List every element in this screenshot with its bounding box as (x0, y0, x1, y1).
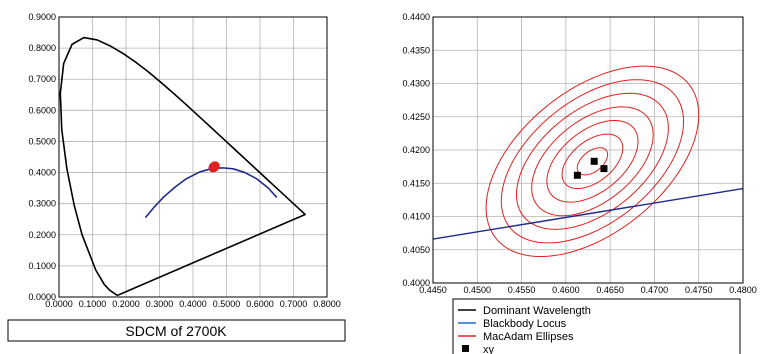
left-x-tick-label: 0.2000 (112, 299, 140, 309)
left-y-tick-label: 0.8000 (28, 43, 56, 53)
right-y-tick-label: 0.4350 (402, 45, 430, 55)
left-x-tick-label: 0.1000 (79, 299, 107, 309)
right-x-tick-label: 0.4550 (508, 285, 536, 295)
macadam-ellipse-6 (500, 79, 685, 244)
left-x-tick-label: 0.5000 (213, 299, 241, 309)
caption-frame (7, 319, 346, 342)
legend-swatch-square (462, 345, 469, 352)
legend-label: Blackbody Locus (483, 318, 567, 330)
macadam-chart: 0.4450 0.4500 0.4550 0.4600 0.4650 0.4700 0.47… (402, 12, 756, 295)
legend-item: xy (462, 344, 495, 354)
xy-point (600, 165, 608, 173)
right-x-tick-label: 0.4450 (419, 285, 447, 295)
macadam-ellipse-4 (531, 106, 654, 217)
left-macadam-marker (208, 161, 220, 173)
right-y-tick-label: 0.4250 (402, 112, 430, 122)
left-frame (58, 16, 328, 298)
cie-chart: 0.0000 0.1000 0.2000 0.3000 0.4000 0.5000 0.60… (28, 12, 340, 309)
xy-point (590, 157, 598, 165)
right-y-tick-label: 0.4000 (402, 278, 430, 288)
right-frame (432, 16, 744, 284)
right-y-tick-label: 0.4150 (402, 178, 430, 188)
left-y-tick-label: 0.2000 (28, 230, 56, 240)
left-y-tick-label: 0.3000 (28, 199, 56, 209)
left-y-tick-label: 0.7000 (28, 74, 56, 84)
right-y-tick-label: 0.4050 (402, 245, 430, 255)
right-x-tick-label: 0.4500 (464, 285, 492, 295)
left-y-tick-label: 0.9000 (28, 12, 56, 22)
left-x-tick-label: 0.3000 (146, 299, 174, 309)
xy-point (573, 171, 581, 179)
left-y-tick-label: 0.6000 (28, 105, 56, 115)
right-y-tick-label: 0.4100 (402, 212, 430, 222)
legend-item: Blackbody Locus (458, 318, 567, 330)
left-x-tick-label: 0.6000 (246, 299, 274, 309)
macadam-ellipse-7 (485, 65, 700, 258)
right-plot-content (433, 65, 743, 258)
left-y-tick-label: 0.0000 (28, 292, 56, 302)
left-y-tick-label: 0.1000 (28, 261, 56, 271)
legend-item: MacAdam Ellipses (458, 331, 574, 343)
right-x-tick-label: 0.4750 (685, 285, 713, 295)
legend-item: Dominant Wavelength (458, 305, 591, 317)
legend-frame (452, 298, 741, 354)
left-y-tick-label: 0.4000 (28, 168, 56, 178)
right-x-tick-label: 0.4800 (729, 285, 757, 295)
right-series-blackbody-locus (433, 187, 743, 240)
right-y-tick-label: 0.4400 (402, 12, 430, 22)
left-y-tick-label: 0.5000 (28, 136, 56, 146)
legend-label: Dominant Wavelength (483, 305, 591, 317)
right-x-tick-label: 0.4700 (641, 285, 669, 295)
left-x-tick-label: 0.7000 (280, 299, 308, 309)
right-x-tick-label: 0.4650 (596, 285, 624, 295)
right-x-tick-label: 0.4600 (552, 285, 580, 295)
right-y-tick-label: 0.4200 (402, 145, 430, 155)
right-y-tick-label: 0.4300 (402, 79, 430, 89)
left-series-dominant-wavelength (59, 36, 306, 297)
macadam-ellipse-5 (515, 92, 669, 230)
left-x-tick-label: 0.8000 (313, 299, 341, 309)
legend-label: xy (483, 344, 495, 354)
left-x-tick-label: 0.0000 (45, 299, 73, 309)
caption-box: SDCM of 2700K (7, 319, 346, 342)
caption-text: SDCM of 2700K (125, 323, 227, 339)
left-x-tick-label: 0.4000 (179, 299, 207, 309)
legend-label: MacAdam Ellipses (483, 331, 574, 343)
macadam-ellipse-3 (546, 119, 639, 203)
macadam-ellipse-2 (561, 133, 624, 190)
